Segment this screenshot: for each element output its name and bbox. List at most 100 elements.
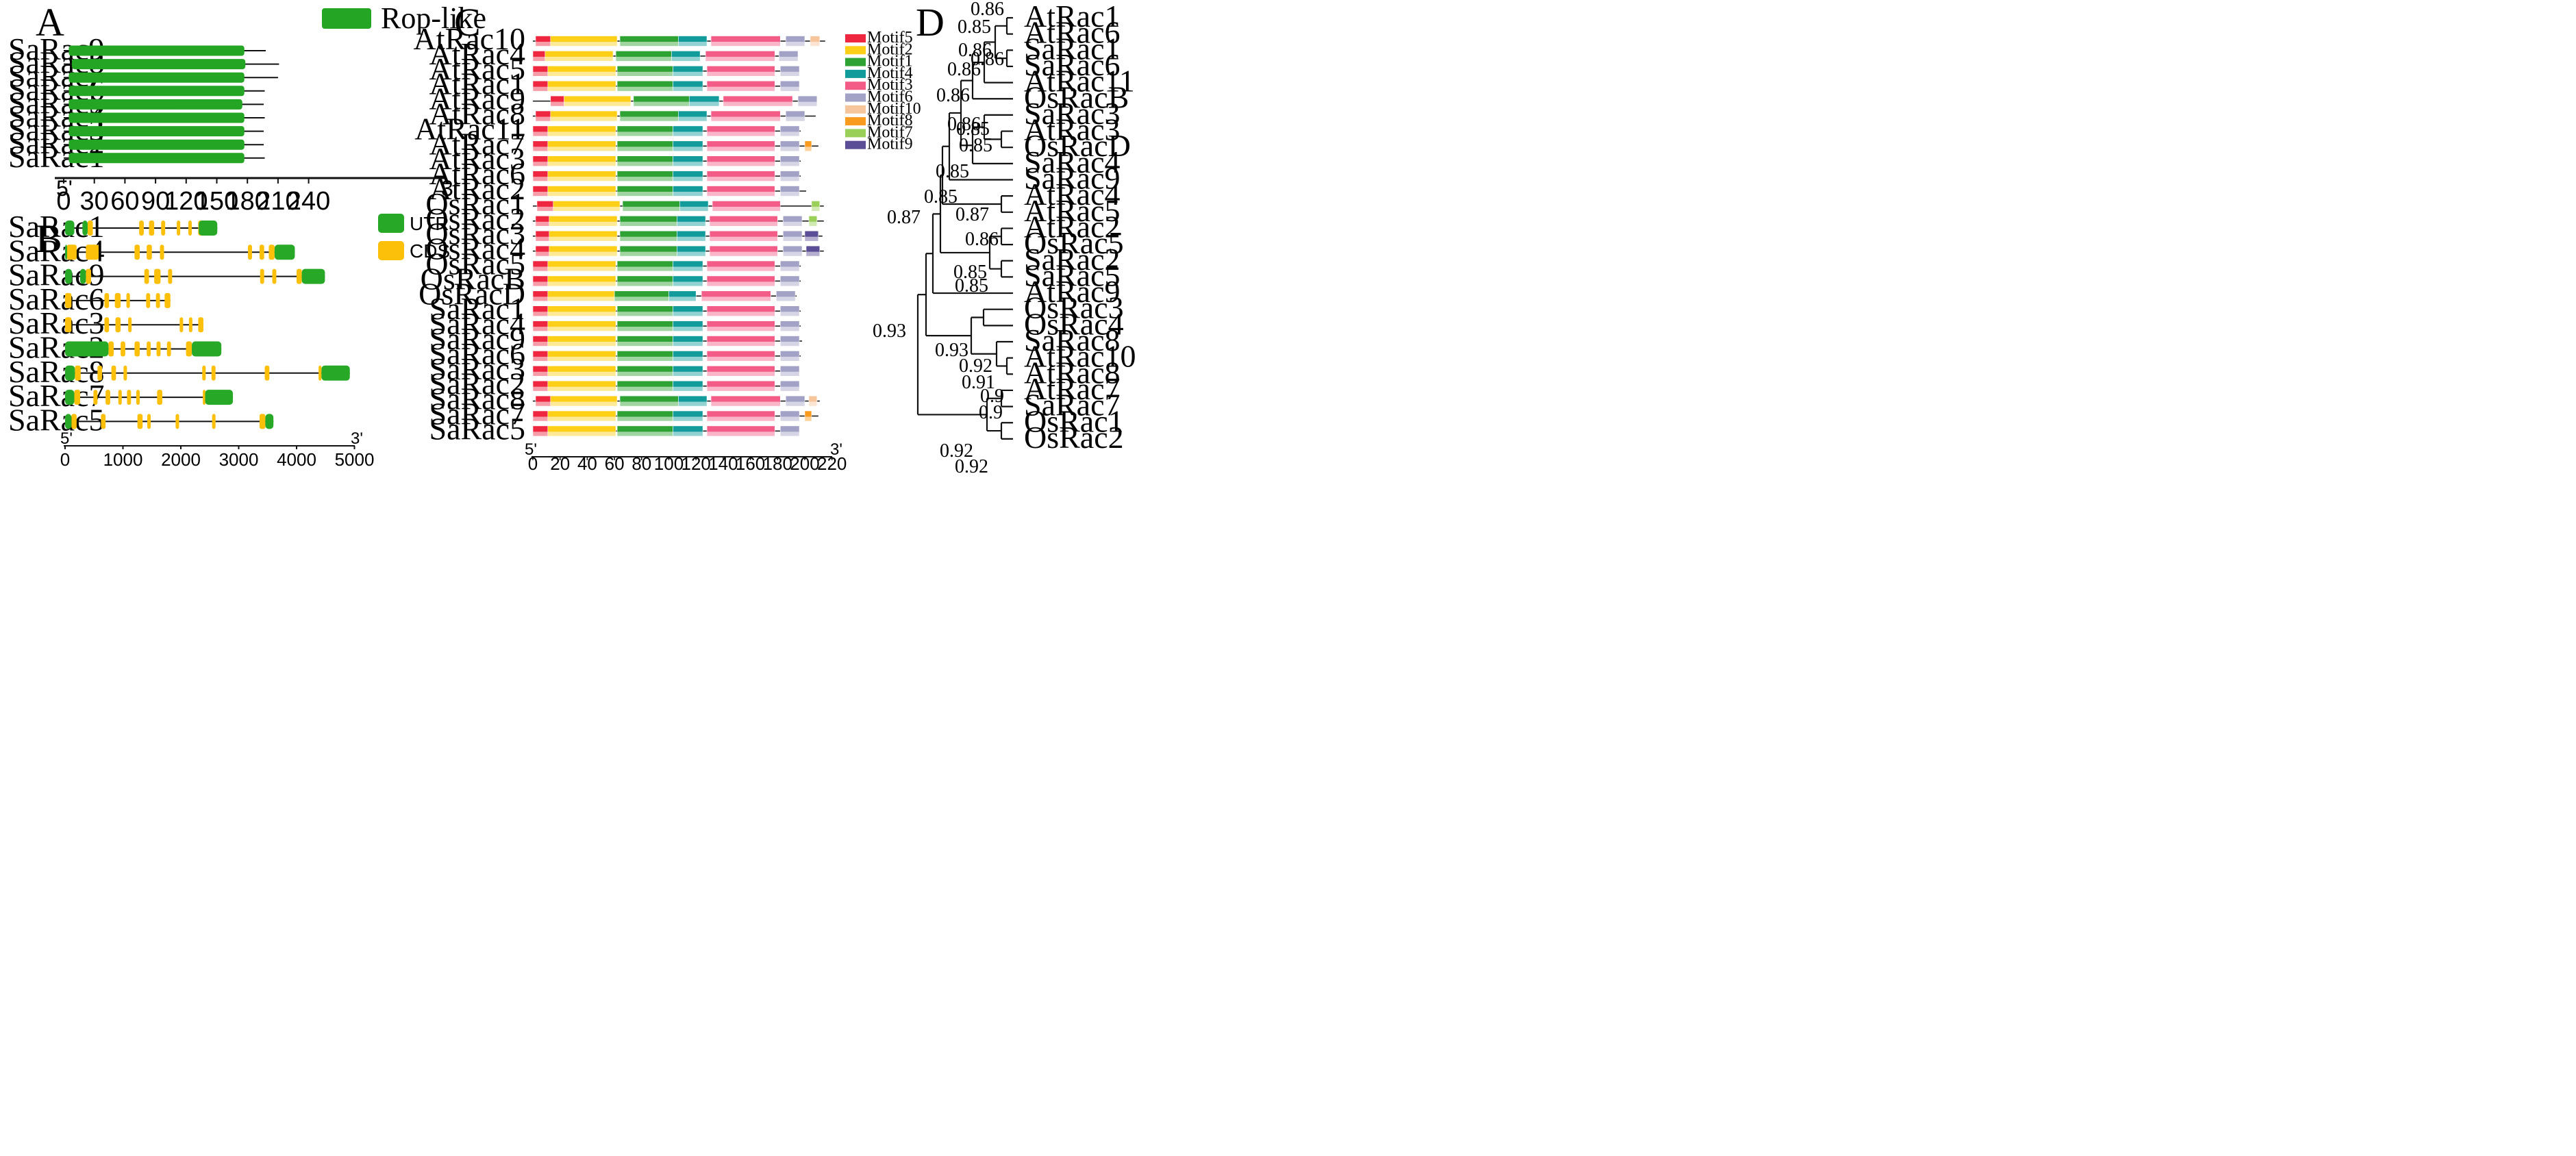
motif-box-shade xyxy=(547,192,616,197)
cds-exon xyxy=(123,365,127,381)
motif-legend-swatch xyxy=(845,105,866,114)
tree-leaf-label: AtRac7 xyxy=(1024,371,1121,406)
motif-box-shade xyxy=(620,251,677,257)
motif-box-shade xyxy=(808,221,817,227)
bootstrap-value: 0.85 xyxy=(955,275,988,297)
motif-box-shade xyxy=(673,371,703,377)
motif-box-shade xyxy=(673,386,703,392)
cds-exon xyxy=(105,390,110,405)
cds-exon xyxy=(259,414,266,429)
motif-legend-label: Motif10 xyxy=(867,100,921,118)
motif-box-shade xyxy=(533,281,548,286)
motif-box-shade xyxy=(780,431,800,436)
cds-exon xyxy=(74,390,80,405)
cds-exon xyxy=(186,341,192,357)
utr-region xyxy=(65,365,75,381)
bootstrap-value: 0.92 xyxy=(959,355,992,377)
panel-c-protein-label: AtRac1 xyxy=(429,66,525,101)
panel-b-gene-names: SaRac1SaRac4SaRac9SaRac6SaRac3SaRac2SaRa… xyxy=(8,209,105,437)
tree-leaf-label: SaRac2 xyxy=(1024,242,1121,277)
motif-box-shade xyxy=(780,192,800,197)
cds-exon xyxy=(134,341,140,357)
phylogenetic-tree-leaves: AtRac1AtRac6SaRac1SaRac6AtRac11OsRacBSaR… xyxy=(1024,0,1136,455)
rop-like-domain xyxy=(68,126,245,137)
bootstrap-value: 0.86 xyxy=(936,85,970,106)
motif-box-shade xyxy=(710,221,778,227)
rop-like-domain xyxy=(68,139,245,150)
motif-box-shade xyxy=(617,342,673,347)
cds-exon xyxy=(175,414,179,429)
tree-leaf-label: SaRac4 xyxy=(1024,144,1121,179)
motif-legend-label: Motif8 xyxy=(867,112,913,129)
panel-b-tick-label: 4000 xyxy=(277,449,316,470)
cds-exon xyxy=(71,414,77,429)
motif-box-shade xyxy=(780,71,800,77)
motif-box-shade xyxy=(673,177,703,181)
motif-box-shade xyxy=(550,401,618,407)
motif-box-shade xyxy=(533,312,548,316)
panel-b-gene-label: SaRac8 xyxy=(8,354,105,389)
motif-box-shade xyxy=(549,221,618,227)
tree-leaf-label: AtRac5 xyxy=(1024,193,1121,228)
panel-c-protein-label: AtRac2 xyxy=(429,171,525,206)
cds-exon xyxy=(121,341,125,357)
motif-box-shade xyxy=(780,416,800,421)
motif-box-shade xyxy=(533,266,548,271)
motif-legend-label: Motif6 xyxy=(867,88,913,106)
cds-exon xyxy=(136,390,140,405)
cds-exon xyxy=(297,268,302,284)
panel-c-protein-label: OsRacD xyxy=(418,276,525,311)
motif-box-shade xyxy=(780,356,800,362)
motif-box-shade xyxy=(535,116,551,121)
utr-region xyxy=(265,414,274,429)
panel-c-protein-label: OsRac1 xyxy=(425,186,525,221)
panel-c-protein-names: AtRac10AtRac4AtRac5AtRac1AtRac9AtRac8AtR… xyxy=(413,21,525,446)
bootstrap-value: 0.86 xyxy=(971,49,1004,70)
motif-box-shade xyxy=(536,206,553,212)
motif-legend-label: Motif2 xyxy=(867,40,913,58)
motif-box-shade xyxy=(533,371,548,377)
utr-region xyxy=(199,221,218,236)
motif-box-shade xyxy=(614,297,669,301)
motif-legend-swatch xyxy=(845,81,866,90)
motif-box-shade xyxy=(673,312,703,316)
panel-c-protein-label: SaRac4 xyxy=(429,306,525,341)
motif-box-shade xyxy=(780,266,800,271)
motif-box-shade xyxy=(547,327,616,331)
motif-box-shade xyxy=(701,297,771,301)
cds-exon xyxy=(168,268,173,284)
phylogenetic-tree-bootstraps: 0.860.850.860.860.860.860.850.850.860.85… xyxy=(873,0,1004,477)
motif-box-shade xyxy=(547,297,615,301)
motif-box-shade xyxy=(617,71,673,77)
cds-exon xyxy=(156,341,161,357)
cds-exon xyxy=(86,268,92,284)
tree-leaf-label: AtRac9 xyxy=(1024,274,1121,309)
motif-box-shade xyxy=(707,371,775,377)
cds-exon xyxy=(87,221,93,236)
motif-box-shade xyxy=(707,281,775,286)
motif-box-shade xyxy=(533,342,548,347)
tree-leaf-label: OsRac1 xyxy=(1024,403,1124,438)
cds-exon xyxy=(160,244,164,260)
motif-box-shade xyxy=(783,221,803,227)
motif-box-shade xyxy=(707,131,775,136)
panel-c-tick-label: 40 xyxy=(577,453,597,474)
panel-c-protein-label: OsRac4 xyxy=(425,231,525,266)
motif-box-shade xyxy=(550,101,564,107)
motif-box-shade xyxy=(689,101,719,107)
motif-box-shade xyxy=(547,162,616,166)
cds-exon xyxy=(139,221,144,236)
motif-box-shade xyxy=(533,297,548,301)
tree-leaf-label: AtRac1 xyxy=(1024,0,1121,34)
bootstrap-value: 0.85 xyxy=(924,186,958,208)
cds-exon xyxy=(147,414,151,429)
motif-box-shade xyxy=(780,386,800,392)
motif-legend-swatch xyxy=(845,58,866,66)
tree-leaf-label: OsRacD xyxy=(1024,128,1131,163)
panel-b-axis-end: 3' xyxy=(351,429,363,448)
motif-box-shade xyxy=(547,312,616,316)
motif-box-shade xyxy=(547,371,616,377)
tree-leaf-label: SaRac7 xyxy=(1024,388,1121,423)
panel-c-tick-label: 60 xyxy=(605,453,625,474)
panel-c-protein-label: AtRac7 xyxy=(429,126,525,161)
